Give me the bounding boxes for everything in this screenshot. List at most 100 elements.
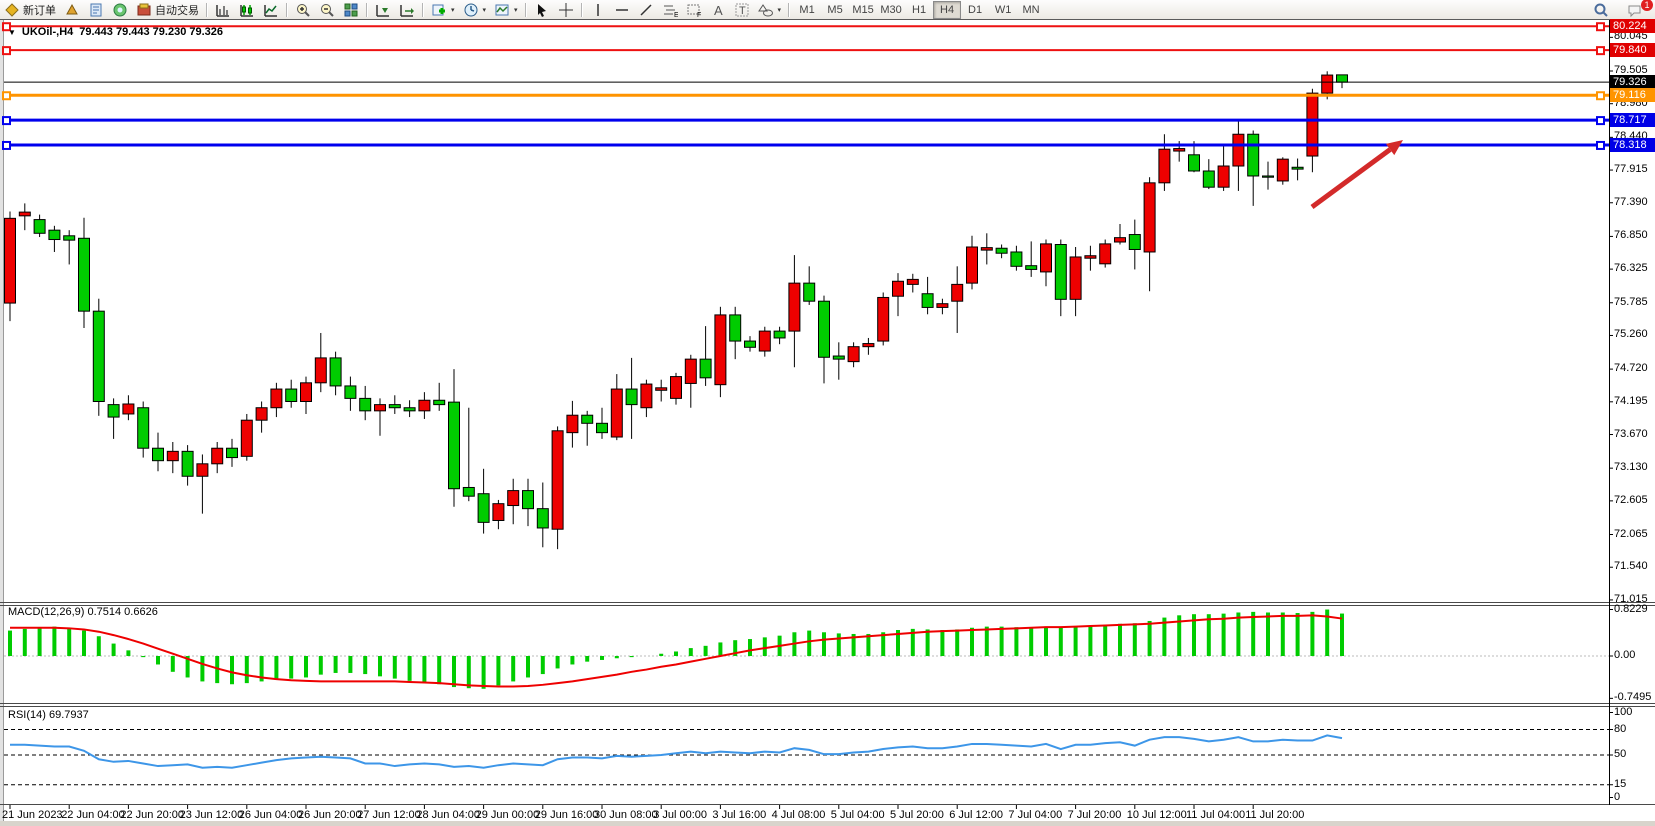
line-handle[interactable]	[1596, 91, 1605, 101]
chart-symbol-period: UKOil-,H4	[21, 26, 74, 38]
chevron-down-icon[interactable]: ▾	[451, 6, 455, 14]
line-handle[interactable]	[1596, 46, 1605, 56]
rsi-axis-label: 80	[1614, 722, 1627, 735]
zoom-out-button[interactable]	[315, 1, 339, 18]
panel-splitter[interactable]	[0, 602, 1655, 603]
time-axis-label: 7 Jul 04:00	[1008, 809, 1063, 821]
time-axis-label: 5 Jul 20:00	[890, 809, 944, 821]
templates-button[interactable]: ▾	[490, 1, 522, 18]
line-handle[interactable]	[2, 22, 11, 32]
rsi-axis-label: 50	[1614, 748, 1627, 760]
chart-dropdown-icon[interactable]: ▼	[8, 27, 16, 37]
template-icon	[495, 4, 509, 15]
equidistant-channel-button[interactable]: E	[658, 1, 682, 18]
time-axis-label: 29 Jun 00:00	[475, 809, 540, 821]
time-axis-label: 26 Jun 04:00	[238, 809, 303, 821]
price-axis-label: 75.785	[1614, 295, 1648, 308]
macd-axis-label: 0.00	[1614, 649, 1636, 661]
line-handle[interactable]	[1596, 140, 1605, 150]
new-order-button[interactable]: 新订单	[0, 1, 60, 18]
panel-splitter[interactable]	[0, 703, 1655, 704]
zoom-in-button[interactable]	[291, 1, 315, 18]
chevron-down-icon[interactable]: ▾	[482, 6, 487, 14]
toolbar-separator	[524, 2, 527, 17]
timeframe-button-h4[interactable]: H4	[933, 0, 962, 19]
candle-chart-icon	[240, 4, 253, 17]
price-badge: 79.326	[1610, 75, 1655, 90]
line-handle[interactable]	[2, 140, 11, 150]
signals-button[interactable]	[108, 1, 132, 18]
chat-icon	[1628, 5, 1641, 17]
line-handle[interactable]	[2, 116, 11, 126]
shapes-button[interactable]: ▾	[754, 1, 786, 18]
chart-shot-button[interactable]	[60, 1, 84, 18]
bar-chart-button[interactable]	[211, 1, 235, 18]
price-axis-label: 80.045	[1614, 30, 1648, 43]
price-badge: 80.224	[1610, 19, 1655, 34]
line-handle[interactable]	[1596, 22, 1605, 32]
search-button[interactable]	[1589, 1, 1613, 18]
text-label-button[interactable]: T	[730, 1, 754, 18]
timeframe-button-w1[interactable]: W1	[994, 3, 1012, 16]
toolbar-separator	[366, 2, 368, 17]
chart-shift-button[interactable]	[395, 1, 419, 18]
price-axis-label: 79.505	[1614, 64, 1648, 76]
time-axis-label: 6 Jul 12:00	[949, 809, 1004, 821]
chevron-down-icon[interactable]: ▾	[777, 6, 782, 14]
chart-window[interactable]: ▼ UKOil-,H4 79.443 79.443 79.230 79.326 MA…	[0, 19, 1655, 826]
line-handle[interactable]	[2, 46, 11, 56]
candle-chart-button[interactable]	[235, 1, 259, 18]
line-chart-button[interactable]	[259, 1, 283, 18]
fibonacci-button[interactable]: F	[682, 1, 706, 18]
macd-histogram	[8, 609, 1344, 689]
crosshair-button[interactable]	[554, 1, 578, 18]
arrow-annotation[interactable]	[1310, 147, 1392, 210]
timeframe-button-m1[interactable]: M1	[799, 3, 815, 16]
new-chart-button[interactable]: ▾	[427, 1, 459, 18]
macd-axis-label: 0.8229	[1614, 602, 1648, 615]
trendline-icon	[640, 3, 652, 16]
time-axis-label: 3 Jul 16:00	[712, 809, 767, 821]
text-button[interactable]: A	[706, 1, 730, 18]
toolbar-separator	[580, 2, 583, 17]
time-axis-label: 7 Jul 20:00	[1067, 809, 1122, 821]
line-handle[interactable]	[1596, 116, 1605, 126]
timeframe-button-mn[interactable]: MN	[1022, 3, 1040, 16]
crosshair-icon	[558, 2, 573, 17]
time-axis-label: 22 Jun 04:00	[61, 809, 125, 821]
auto-scroll-icon	[376, 4, 389, 17]
chevron-down-icon[interactable]: ▾	[514, 6, 518, 14]
svg-text:T: T	[739, 5, 746, 17]
timeframe-button-m30[interactable]: M30	[880, 3, 902, 16]
price-axis-label: 74.195	[1614, 394, 1648, 407]
timeframe-button-h1[interactable]: H1	[912, 3, 927, 16]
tile-windows-button[interactable]	[339, 1, 363, 18]
clock-icon	[464, 3, 478, 16]
notification-badge: 1	[1641, 0, 1653, 11]
time-axis-label: 5 Jul 04:00	[830, 809, 885, 821]
timeframe-button-m15[interactable]: M15	[852, 3, 874, 16]
chart-ohlc-values: 79.443 79.443 79.230 79.326	[79, 26, 224, 38]
rsi-line	[10, 734, 1343, 769]
price-axis-label: 77.915	[1614, 163, 1648, 176]
toolbar-separator	[422, 2, 424, 17]
notifications-button[interactable]: 1	[1623, 0, 1653, 18]
vline-button[interactable]	[586, 1, 610, 18]
profiles-button[interactable]: ▾	[459, 1, 491, 18]
timeframe-button-d1[interactable]: D1	[968, 3, 983, 16]
timeframe-button-m5[interactable]: M5	[827, 3, 843, 16]
hline-button[interactable]	[610, 1, 634, 18]
chart-shift-icon	[400, 4, 414, 17]
price-axis-label: 73.130	[1614, 461, 1648, 474]
data-window-button[interactable]	[84, 1, 108, 18]
auto-scroll-button[interactable]	[371, 1, 395, 18]
line-handle[interactable]	[2, 91, 11, 101]
chart-canvas[interactable]	[0, 20, 1655, 826]
price-axis-label: 73.670	[1614, 427, 1648, 440]
price-badge: 79.840	[1610, 43, 1655, 58]
auto-trading-button[interactable]: 自动交易	[132, 1, 203, 18]
cursor-button[interactable]	[530, 1, 554, 18]
trendline-button[interactable]	[634, 1, 658, 18]
price-badge: 78.318	[1610, 137, 1655, 152]
